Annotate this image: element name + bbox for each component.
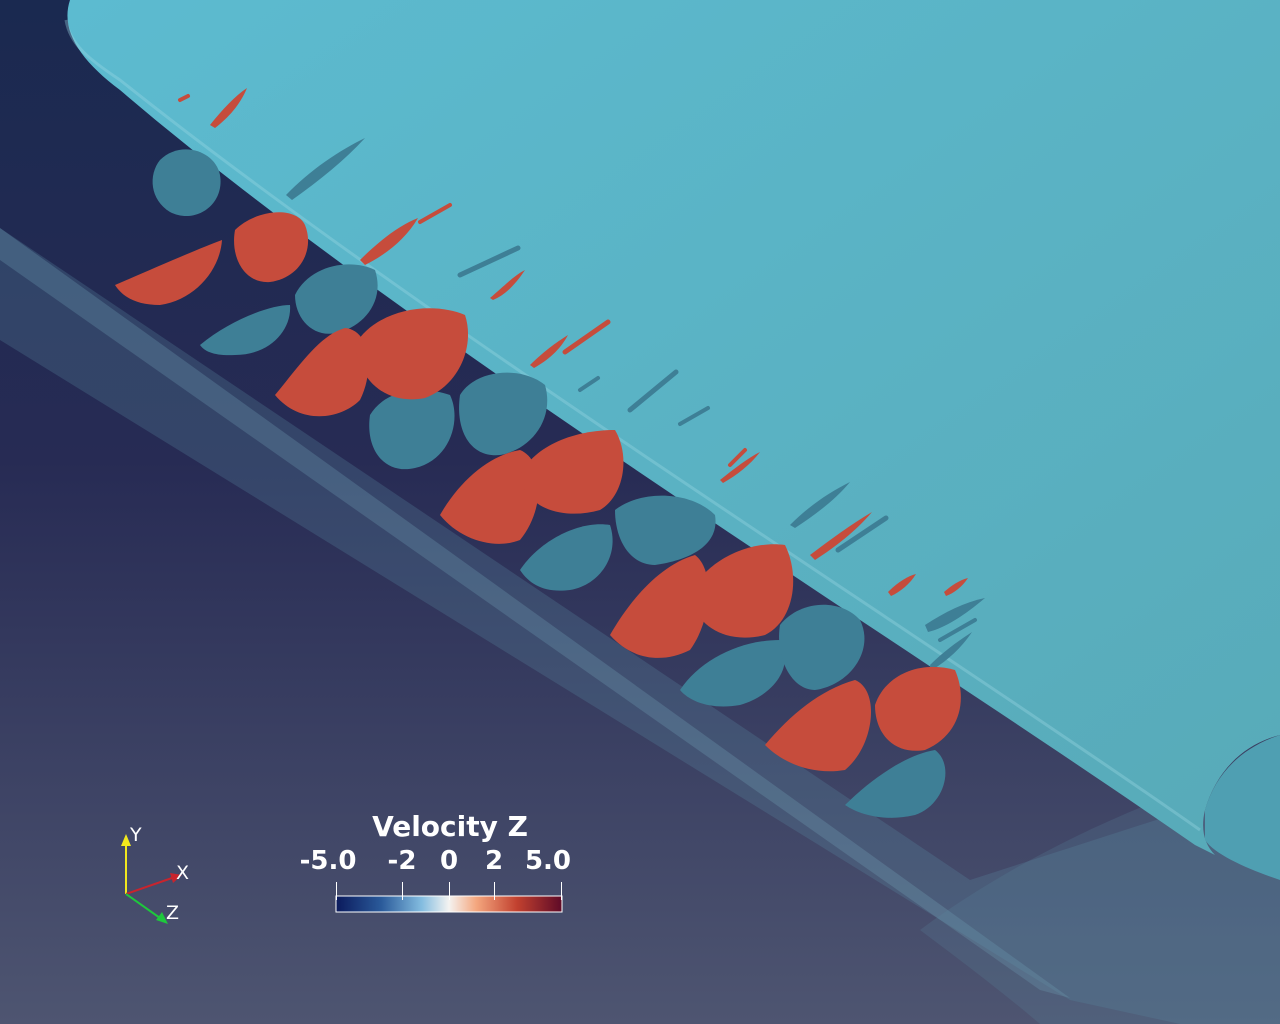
colorbar-tick-mark — [494, 882, 495, 900]
wing-leading-edge — [64, 19, 1201, 832]
wing-tip — [1205, 735, 1280, 880]
axes-glyph — [121, 834, 182, 924]
wing-surface — [67, 0, 1280, 855]
colorbar: Velocity Z -5.0 -2 0 2 5.0 — [296, 806, 586, 916]
colorbar-tick-label: -2 — [387, 846, 417, 876]
y-axis-label: Y — [130, 824, 142, 846]
orientation-axes: Y X Z — [110, 822, 200, 932]
colorbar-tick-label: 5.0 — [524, 846, 572, 876]
plate-edge — [0, 228, 1070, 998]
negative-vortices — [152, 138, 985, 818]
colorbar-tick-label: 2 — [484, 846, 504, 876]
colorbar-tick-mark — [449, 882, 450, 900]
colorbar-tick-mark — [336, 882, 337, 900]
z-axis-label: Z — [166, 902, 180, 924]
colorbar-tick-mark — [402, 882, 403, 900]
colorbar-tick-label: 0 — [439, 846, 459, 876]
positive-vortices — [115, 88, 968, 772]
z-axis-line — [125, 893, 161, 919]
x-axis-line — [125, 877, 173, 895]
colorbar-tick-label: -5.0 — [299, 846, 357, 876]
filaments — [178, 94, 977, 642]
z-axis-arrow — [156, 912, 168, 924]
floor-plate — [0, 228, 1280, 1024]
x-axis-label: X — [176, 862, 190, 884]
colorbar-tick-mark — [561, 882, 562, 900]
y-axis-arrow — [121, 834, 131, 846]
colorbar-title: Velocity Z — [372, 810, 528, 843]
x-axis-arrow — [170, 873, 182, 883]
